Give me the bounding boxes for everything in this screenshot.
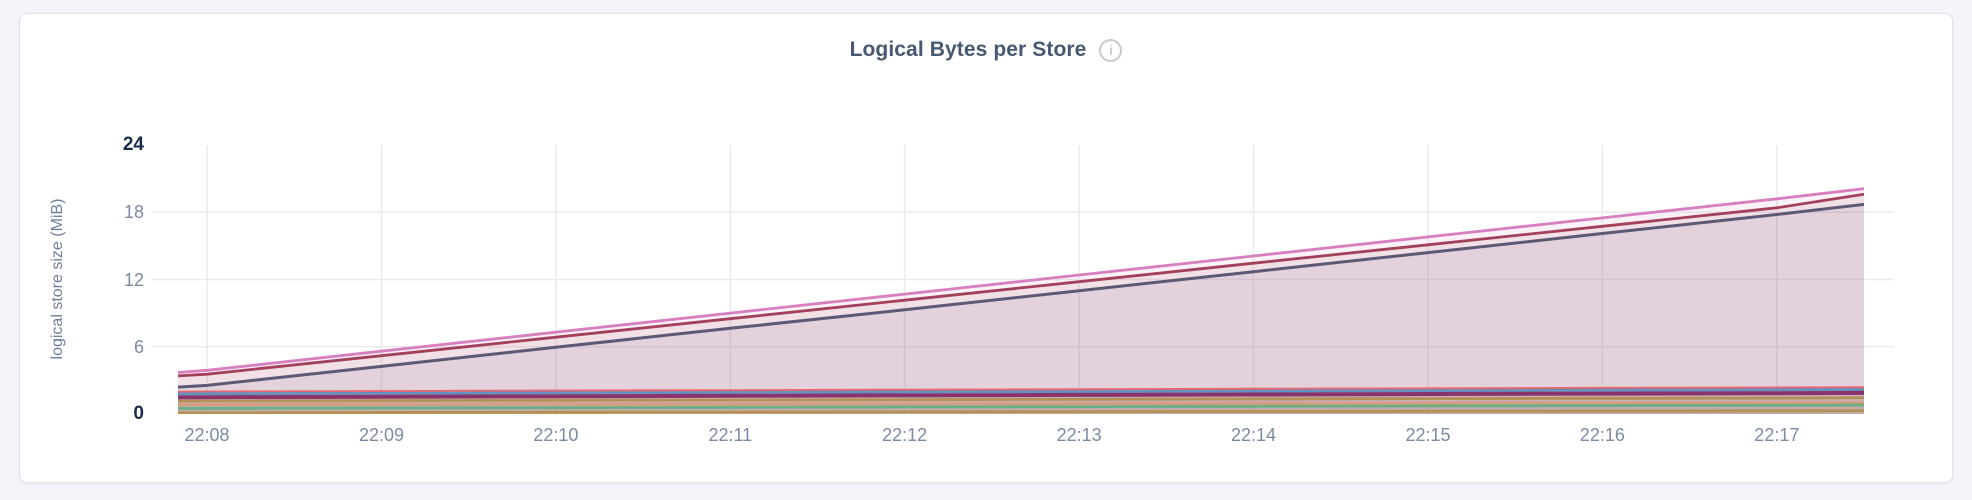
x-tick-label-22:10: 22:10 <box>533 425 579 445</box>
x-tick-label-22:09: 22:09 <box>358 425 405 445</box>
series-area-store-maroon <box>178 194 1864 414</box>
series-line-store-peach <box>177 401 1865 407</box>
x-tick-label-22:15: 22:15 <box>1405 425 1451 445</box>
series-line-store-maroon <box>177 192 1865 378</box>
chart-title: Logical Bytes per Store <box>849 38 1087 61</box>
x-tick-label-22:11: 22:11 <box>708 425 753 445</box>
y-tick-label-0: 0 <box>133 403 144 424</box>
series-line-store-darkpurple <box>177 390 1865 400</box>
x-tick-label-22:13: 22:13 <box>1056 425 1102 445</box>
x-tick-label-22:08: 22:08 <box>184 425 230 445</box>
series-line-store-tan <box>177 396 1865 403</box>
series-line-store-orchid <box>177 187 1865 374</box>
series-line-store-blue <box>177 388 1865 396</box>
series-line-store-green <box>177 403 1865 410</box>
series-line-store-slate <box>177 202 1865 389</box>
y-tick-label-24: 24 <box>122 134 144 155</box>
plot-area[interactable] <box>151 145 1894 414</box>
y-tick-label-18: 18 <box>123 202 144 223</box>
y-tick-label-6: 6 <box>133 336 144 357</box>
series-area-store-orchid <box>178 188 1864 414</box>
x-tick-label-22:14: 22:14 <box>1230 425 1277 445</box>
series-line-store-salmon <box>177 386 1865 394</box>
series-area-store-slate <box>178 204 1864 414</box>
series-line-store-tan-low <box>177 409 1865 414</box>
x-tick-label-22:16: 22:16 <box>1579 425 1625 445</box>
x-tick-label-22:17: 22:17 <box>1754 425 1800 445</box>
y-tick-label-12: 12 <box>123 269 144 290</box>
x-tick-label-22:12: 22:12 <box>882 425 928 445</box>
info-icon[interactable]: i <box>1099 38 1123 62</box>
chart-header: Logical Bytes per Store i <box>20 38 1952 62</box>
chart-card: Logical Bytes per Store i logical store … <box>19 13 1953 483</box>
